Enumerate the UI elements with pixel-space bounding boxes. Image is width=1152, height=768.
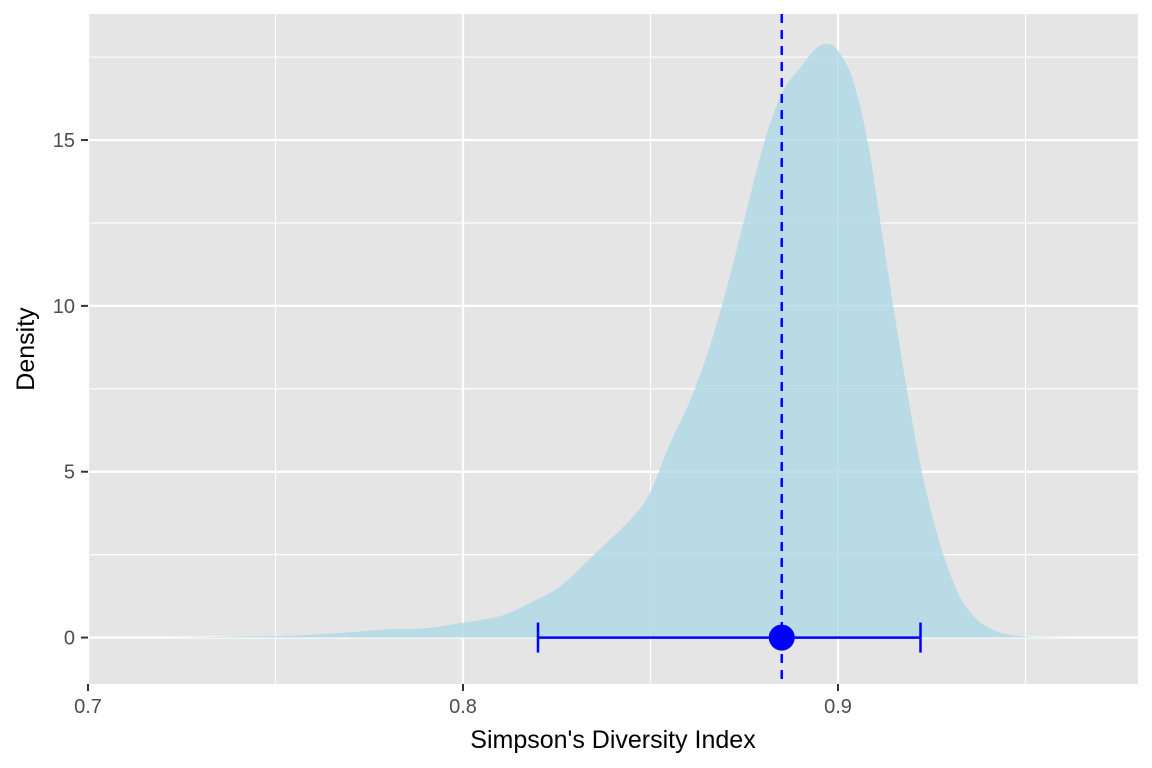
y-axis-title: Density <box>12 307 40 391</box>
x-tick-label: 0.7 <box>74 696 102 718</box>
y-tick-label: 5 <box>64 462 75 484</box>
density-area <box>106 43 1071 638</box>
credible-interval <box>536 622 922 653</box>
x-tick-label: 0.9 <box>824 696 852 718</box>
x-axis-title: Simpson's Diversity Index <box>470 726 756 754</box>
x-tick-label: 0.8 <box>449 696 477 718</box>
x-axis: 0.7 0.8 0.9 <box>74 684 852 718</box>
y-axis: 0 5 10 15 <box>53 130 88 650</box>
y-tick-label: 15 <box>53 130 75 152</box>
y-tick-label: 10 <box>53 296 75 318</box>
y-tick-label: 0 <box>64 628 75 650</box>
point-estimate-marker <box>768 624 795 651</box>
